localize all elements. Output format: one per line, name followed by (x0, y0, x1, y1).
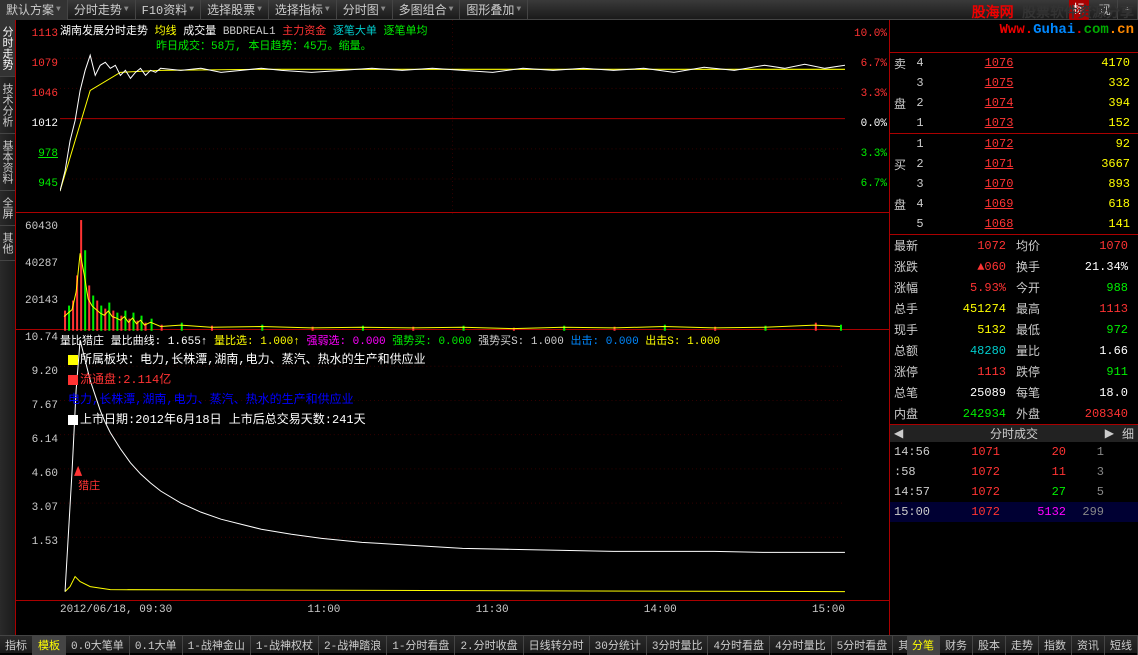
orderbook-row[interactable]: 31070893 (890, 174, 1138, 194)
left-tab-1[interactable]: 技术分析 (0, 77, 15, 134)
stats-row: 总笔25089每笔18.0 (890, 382, 1138, 403)
left-tab-3[interactable]: 全屏 (0, 191, 15, 226)
bottom-tab-right-6[interactable]: 短线 (1105, 635, 1138, 655)
svg-text:猎庄: 猎庄 (78, 478, 100, 493)
order-book: 卖41076417031075332盘2107439411073152 1107… (890, 52, 1138, 234)
bottom-tab-right-2[interactable]: 股本 (973, 635, 1006, 655)
bottom-tab-right-5[interactable]: 资讯 (1072, 635, 1105, 655)
bottom-tab-left-2[interactable]: 0.0大笔单 (66, 635, 130, 655)
bottom-tab-left-5[interactable]: 1-战神权杖 (251, 635, 319, 655)
orderbook-row[interactable]: 31075332 (890, 73, 1138, 93)
orderbook-row[interactable]: 买210713667 (890, 154, 1138, 174)
quote-stats: 最新1072均价1070涨跌▲060换手21.34%涨幅5.93%今开988总手… (890, 234, 1138, 424)
tick-row[interactable]: :581072113 (890, 462, 1138, 482)
left-tab-0[interactable]: 分时走势 (0, 20, 15, 77)
toolbar-item-2[interactable]: F10资料▼ (136, 0, 201, 20)
volume-svg (60, 213, 845, 331)
orderbook-row[interactable]: 51068141 (890, 214, 1138, 234)
top-toolbar: 默认方案▼分时走势▼F10资料▼选择股票▼选择指标▼分时图▼多图组合▼图形叠加▼… (0, 0, 1138, 20)
toolbar-item-7[interactable]: 图形叠加▼ (460, 0, 528, 20)
bottom-tab-right-0[interactable]: 分笔 (907, 635, 940, 655)
time-axis: 2012/06/18, 09:3011:0011:3014:0015:00 (16, 600, 889, 618)
ticks-list: 14:561071201:58107211314:57107227515:001… (890, 442, 1138, 635)
toolbar-item-1[interactable]: 分时走势▼ (68, 0, 136, 20)
chart3-info-overlay: 所属板块：电力,长株潭,湖南,电力、蒸汽、热水的生产和供应业流通盘:2.114亿… (66, 350, 428, 430)
bottom-tab-left-11[interactable]: 3分时量比 (647, 635, 709, 655)
orderbook-row[interactable]: 1107292 (890, 134, 1138, 154)
bottom-tab-right-4[interactable]: 指数 (1039, 635, 1072, 655)
bottom-tab-left-13[interactable]: 4分时量比 (770, 635, 832, 655)
bottom-tab-left-4[interactable]: 1-战神金山 (183, 635, 251, 655)
bottom-tab-left-1[interactable]: 模板 (33, 635, 66, 655)
toolbar-item-6[interactable]: 多图组合▼ (393, 0, 461, 20)
bottom-tab-left-10[interactable]: 30分统计 (590, 635, 647, 655)
bottom-tab-left-15[interactable]: 其他 (893, 635, 907, 655)
toolbar-item-4[interactable]: 选择指标▼ (269, 0, 337, 20)
stats-row: 现手5132最低972 (890, 319, 1138, 340)
toolbar-item-3[interactable]: 选择股票▼ (201, 0, 269, 20)
bottom-tab-left-14[interactable]: 5分时看盘 (832, 635, 894, 655)
stats-row: 涨跌▲060换手21.34% (890, 256, 1138, 277)
left-tab-2[interactable]: 基本资料 (0, 134, 15, 191)
volume-chart[interactable]: 604304028720143 (16, 213, 889, 330)
bottom-tab-right-1[interactable]: 财务 (940, 635, 973, 655)
tick-row[interactable]: 14:571072275 (890, 482, 1138, 502)
price-chart[interactable]: 湖南发展分时走势 均线 成交量 BBDREAL1 主力资金 逐笔大单 逐笔单均 … (16, 20, 889, 213)
bottom-tab-left-7[interactable]: 1-分时看盘 (387, 635, 455, 655)
bottom-tab-left-8[interactable]: 2.分时收盘 (455, 635, 523, 655)
right-panel: 股海网 股票软件资源分享 Www.Guhai.com.cn 卖410764170… (890, 20, 1138, 635)
left-tab-bar: 分时走势技术分析基本资料全屏其他 (0, 20, 16, 635)
bottom-toolbar: 指标模板0.0大笔单0.1大单1-战神金山1-战神权杖2-战神踏浪1-分时看盘2… (0, 635, 1138, 653)
indicator-chart[interactable]: 量比猎庄 量比曲线: 1.655↑ 量比选: 1.000↑ 强弱选: 0.000… (16, 330, 889, 600)
stats-row: 涨幅5.93%今开988 (890, 277, 1138, 298)
toolbar-item-5[interactable]: 分时图▼ (337, 0, 393, 20)
orderbook-row[interactable]: 盘41069618 (890, 194, 1138, 214)
bottom-tab-left-0[interactable]: 指标 (0, 635, 33, 655)
ticks-header[interactable]: ◀ 分时成交 ▶ 细 (890, 424, 1138, 442)
watermark: 股海网 股票软件资源分享 Www.Guhai.com.cn (972, 2, 1134, 38)
orderbook-row[interactable]: 卖410764170 (890, 53, 1138, 73)
bottom-tab-right-3[interactable]: 走势 (1006, 635, 1039, 655)
toolbar-item-0[interactable]: 默认方案▼ (0, 0, 68, 20)
bottom-tab-left-3[interactable]: 0.1大单 (130, 635, 183, 655)
orderbook-row[interactable]: 盘21074394 (890, 93, 1138, 113)
bottom-tab-left-9[interactable]: 日线转分时 (524, 635, 590, 655)
left-tab-4[interactable]: 其他 (0, 226, 15, 261)
orderbook-row[interactable]: 11073152 (890, 113, 1138, 133)
stats-row: 内盘242934外盘208340 (890, 403, 1138, 424)
bottom-tab-left-12[interactable]: 4分时看盘 (708, 635, 770, 655)
tick-row[interactable]: 15:0010725132299 (890, 502, 1138, 522)
stats-row: 总额48280量比1.66 (890, 340, 1138, 361)
chart-area: 湖南发展分时走势 均线 成交量 BBDREAL1 主力资金 逐笔大单 逐笔单均 … (16, 20, 890, 635)
stats-row: 最新1072均价1070 (890, 235, 1138, 256)
stats-row: 涨停1113跌停911 (890, 361, 1138, 382)
bottom-tab-left-6[interactable]: 2-战神踏浪 (319, 635, 387, 655)
price-svg (60, 20, 845, 214)
stats-row: 总手451274最高1113 (890, 298, 1138, 319)
tick-row[interactable]: 14:561071201 (890, 442, 1138, 462)
